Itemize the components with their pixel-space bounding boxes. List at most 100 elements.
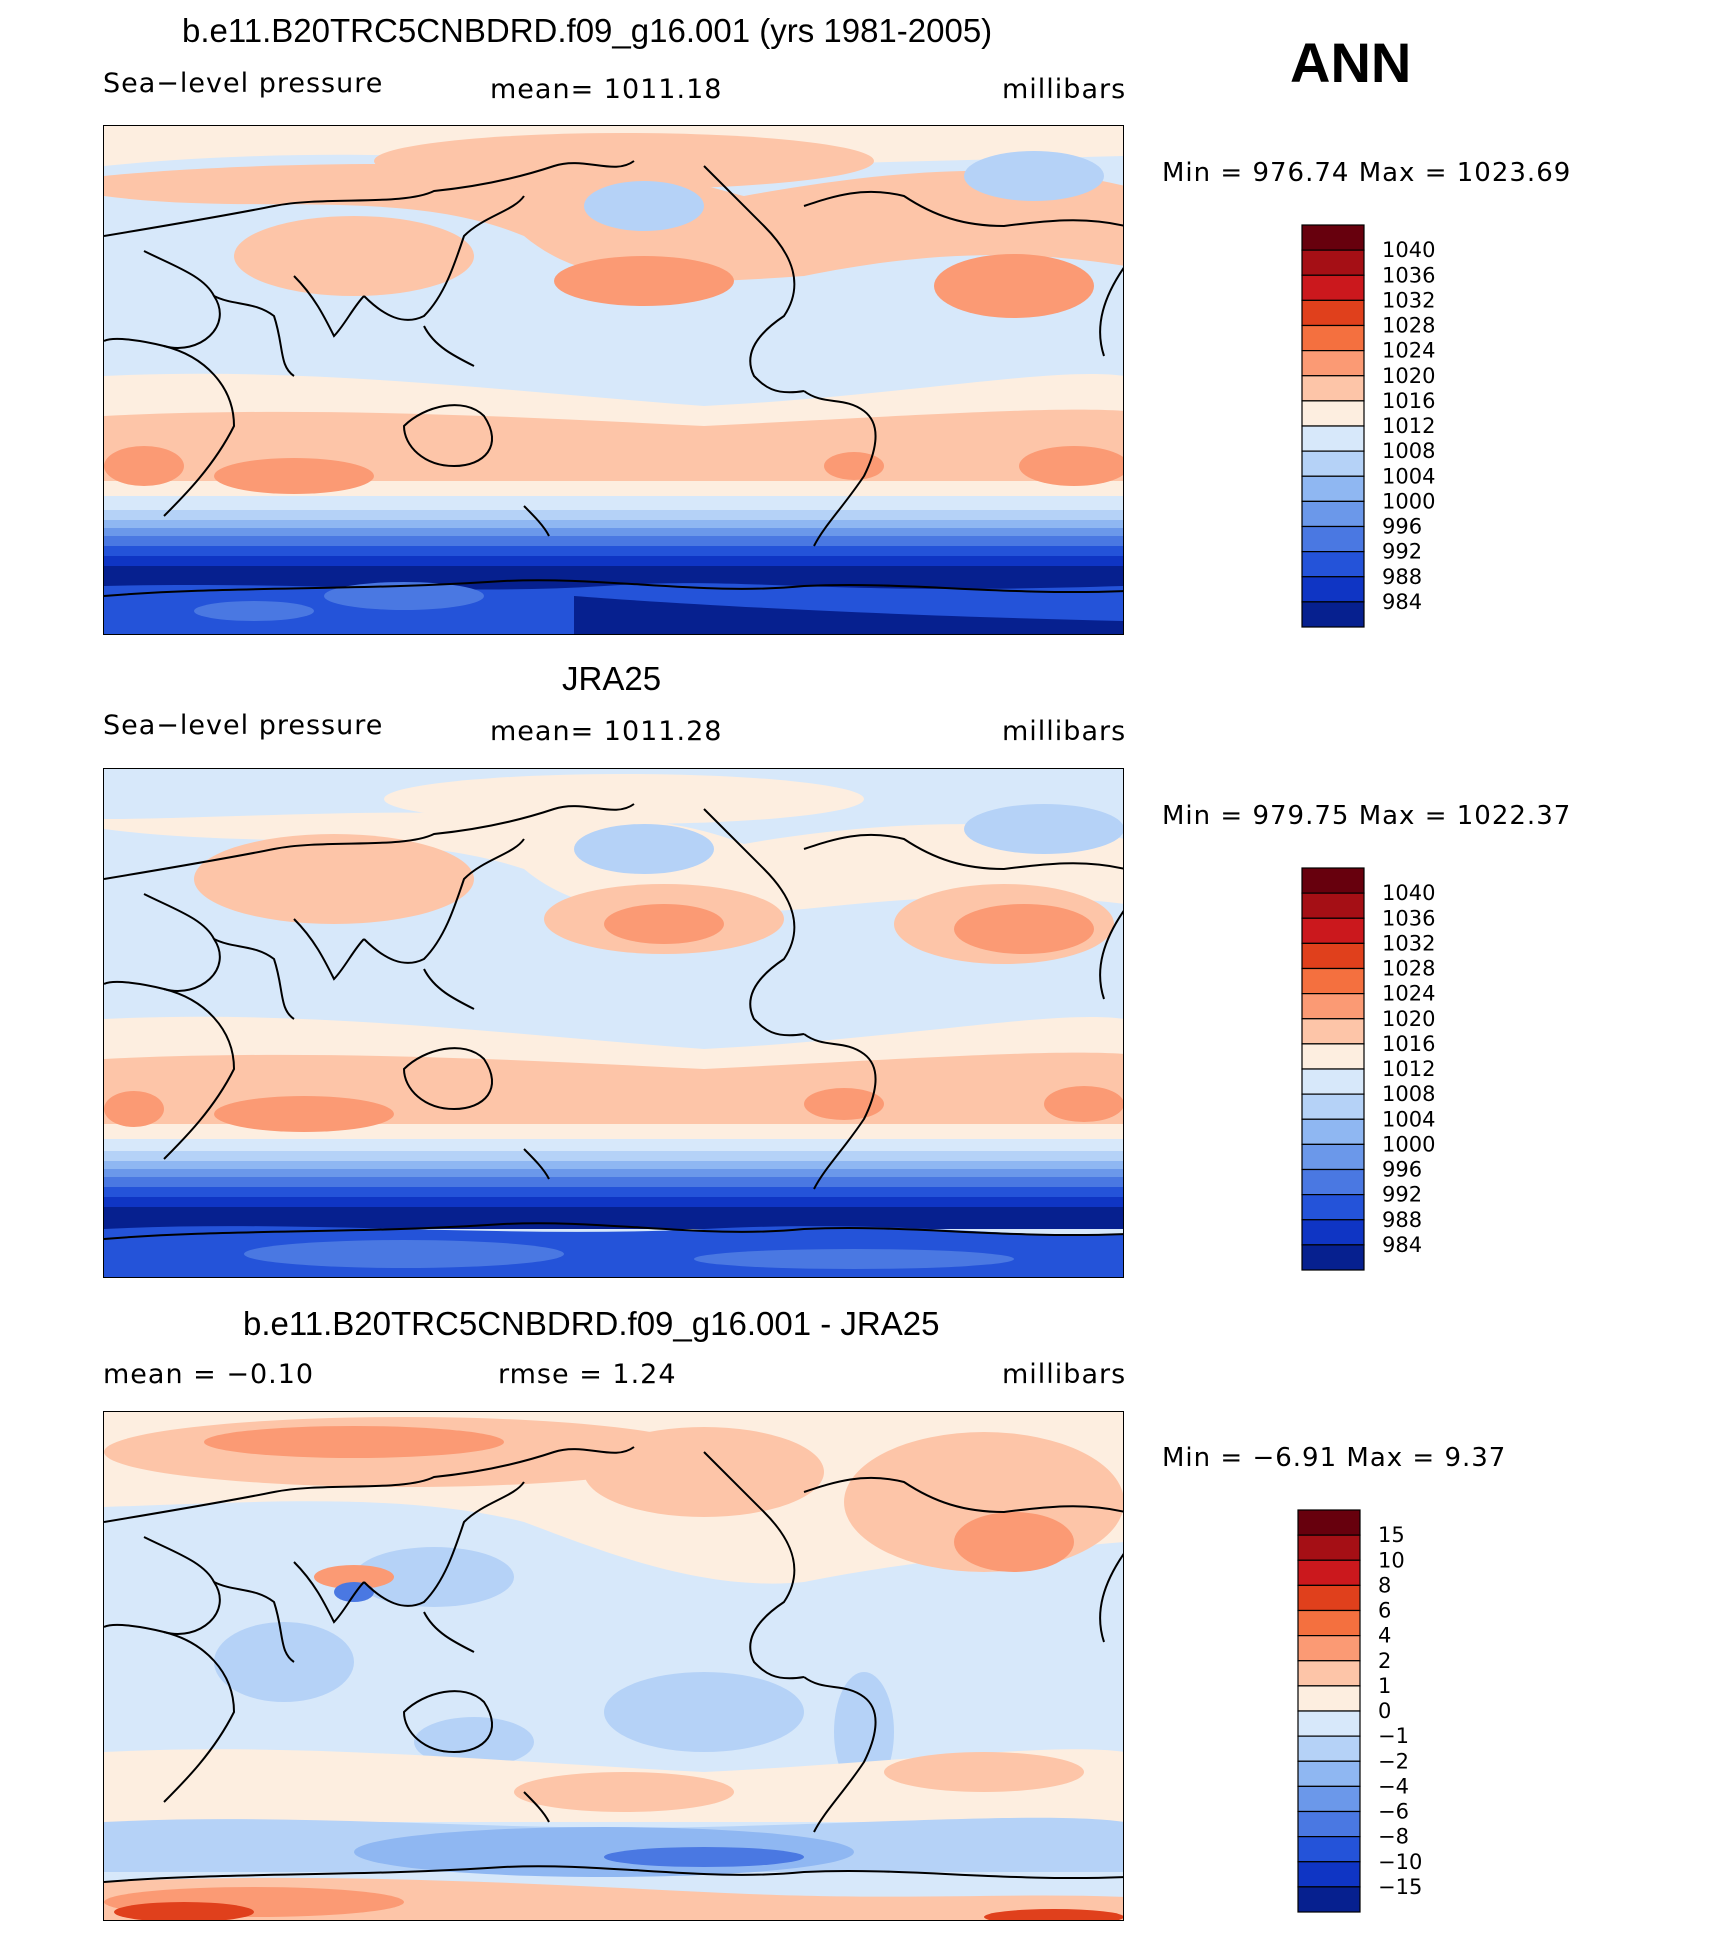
panel3-title: b.e11.B20TRC5CNBDRD.f09_g16.001 - JRA25 xyxy=(243,1305,940,1342)
panel2-colorbar-svg: 1040103610321028102410201016101210081004… xyxy=(1301,867,1435,1271)
colorbar-tick-label: 988 xyxy=(1382,565,1422,589)
colorbar-swatch xyxy=(1301,917,1365,944)
panel2-map-svg xyxy=(104,769,1123,1277)
colorbar-swatch xyxy=(1297,1861,1361,1888)
colorbar-tick-label: 1028 xyxy=(1382,314,1435,338)
colorbar-swatch xyxy=(1301,1143,1365,1171)
colorbar-tick-label: 1004 xyxy=(1382,1107,1435,1131)
colorbar-tick-label: 1020 xyxy=(1382,1007,1435,1031)
panel1-minmax: Min = 976.74 Max = 1023.69 xyxy=(1162,158,1572,188)
colorbar-swatch xyxy=(1297,1635,1361,1662)
panel2-mean-label: mean= 1011.28 xyxy=(490,716,723,747)
colorbar-swatch xyxy=(1301,551,1365,578)
colorbar-swatch xyxy=(1301,1068,1365,1095)
panel1-units-label: millibars xyxy=(1002,74,1127,105)
panel1-colorbar: 1040 1036 1032 1028 1024 1020 1016 1012 1008 1004… xyxy=(1301,224,1442,628)
colorbar-swatch xyxy=(1301,1118,1365,1145)
colorbar-tick-label: 1036 xyxy=(1382,906,1435,930)
colorbar-swatch xyxy=(1301,299,1365,327)
panel1-title: b.e11.B20TRC5CNBDRD.f09_g16.001 (yrs 198… xyxy=(182,12,993,49)
colorbar-tick-label: 0 xyxy=(1378,1699,1391,1723)
panel2-map xyxy=(103,768,1124,1278)
panel2-units-label: millibars xyxy=(1002,716,1127,747)
colorbar-swatch xyxy=(1297,1584,1361,1612)
colorbar-tick-label: 1028 xyxy=(1382,957,1435,981)
panel2-colorbar: 1040 1036 1032 1028 1024 1020 1016 1012 1008 1004… xyxy=(1301,867,1442,1271)
colorbar-tick-label: 6 xyxy=(1378,1599,1391,1623)
colorbar-tick-label: 988 xyxy=(1382,1208,1422,1232)
panel1-map xyxy=(103,125,1124,635)
colorbar-swatch xyxy=(1297,1886,1361,1913)
colorbar-tick-label: 1012 xyxy=(1382,1057,1435,1081)
panel2-minmax: Min = 979.75 Max = 1022.37 xyxy=(1162,801,1572,831)
colorbar-tick-label: 1008 xyxy=(1382,1082,1435,1106)
colorbar-swatch xyxy=(1301,892,1365,919)
colorbar-tick-label: 1004 xyxy=(1382,464,1435,488)
colorbar-swatch xyxy=(1297,1810,1361,1838)
panel2-variable-label: Sea−level pressure xyxy=(103,710,384,741)
colorbar-swatch xyxy=(1301,224,1365,251)
colorbar-swatch xyxy=(1301,967,1365,995)
colorbar-tick-label: 1036 xyxy=(1382,263,1435,287)
colorbar-swatch xyxy=(1301,350,1365,377)
panel1-variable-label: Sea−level pressure xyxy=(103,68,384,99)
colorbar-swatch xyxy=(1301,993,1365,1020)
colorbar-swatch xyxy=(1301,400,1365,427)
colorbar-swatch xyxy=(1301,324,1365,352)
colorbar-tick-label: 984 xyxy=(1382,590,1422,614)
colorbar-tick-label: 996 xyxy=(1382,515,1422,539)
colorbar-tick-label: 1040 xyxy=(1382,881,1435,905)
colorbar-swatch xyxy=(1301,1018,1365,1045)
colorbar-tick-label: 1016 xyxy=(1382,389,1435,413)
panel3-colorbar: 15 10 8 6 4 2 1 0 −1 −2 −4 −6 −8 −10 −15 xyxy=(1297,1509,1438,1913)
colorbar-swatch xyxy=(1301,1194,1365,1221)
panel3-map-svg xyxy=(104,1412,1123,1920)
colorbar-tick-label: 1000 xyxy=(1382,489,1435,513)
colorbar-tick-label: 996 xyxy=(1382,1158,1422,1182)
colorbar-swatch xyxy=(1297,1609,1361,1637)
colorbar-tick-label: 1040 xyxy=(1382,238,1435,262)
colorbar-tick-label: −2 xyxy=(1378,1749,1409,1773)
panel1-colorbar-svg: 1040103610321028102410201016101210081004… xyxy=(1301,224,1435,628)
colorbar-swatch xyxy=(1301,1219,1365,1246)
colorbar-swatch xyxy=(1301,274,1365,301)
panel1-map-svg xyxy=(104,126,1123,634)
colorbar-tick-label: 1020 xyxy=(1382,364,1435,388)
colorbar-swatch xyxy=(1301,601,1365,628)
colorbar-swatch xyxy=(1301,475,1365,502)
colorbar-tick-label: 4 xyxy=(1378,1624,1391,1648)
colorbar-swatch xyxy=(1301,525,1365,553)
colorbar-swatch xyxy=(1301,942,1365,970)
colorbar-tick-label: 992 xyxy=(1382,1183,1422,1207)
colorbar-swatch xyxy=(1297,1735,1361,1762)
colorbar-tick-label: 1000 xyxy=(1382,1132,1435,1156)
panel3-minmax: Min = −6.91 Max = 9.37 xyxy=(1162,1443,1507,1473)
colorbar-tick-label: 1016 xyxy=(1382,1032,1435,1056)
colorbar-swatch xyxy=(1301,450,1365,477)
colorbar-tick-label: 15 xyxy=(1378,1523,1405,1547)
panel2-title: JRA25 xyxy=(562,660,662,697)
colorbar-swatch xyxy=(1297,1509,1361,1536)
colorbar-tick-label: 1012 xyxy=(1382,414,1435,438)
colorbar-tick-label: 2 xyxy=(1378,1649,1391,1673)
colorbar-swatch xyxy=(1297,1710,1361,1737)
colorbar-tick-label: −15 xyxy=(1378,1875,1422,1899)
colorbar-swatch xyxy=(1301,1043,1365,1070)
colorbar-swatch xyxy=(1301,375,1365,402)
colorbar-swatch xyxy=(1297,1785,1361,1813)
colorbar-tick-label: 1024 xyxy=(1382,982,1435,1006)
panel1-mean-label: mean= 1011.18 xyxy=(490,74,723,105)
colorbar-tick-label: −8 xyxy=(1378,1825,1409,1849)
panel3-mean-label: mean = −0.10 xyxy=(103,1359,315,1390)
colorbar-tick-label: 1008 xyxy=(1382,439,1435,463)
colorbar-swatch xyxy=(1301,249,1365,276)
colorbar-tick-label: 992 xyxy=(1382,540,1422,564)
colorbar-swatch xyxy=(1297,1760,1361,1787)
colorbar-tick-label: 1032 xyxy=(1382,288,1435,312)
panel3-map xyxy=(103,1411,1124,1921)
colorbar-swatch xyxy=(1301,500,1365,528)
colorbar-tick-label: 8 xyxy=(1378,1573,1391,1597)
colorbar-swatch xyxy=(1297,1559,1361,1586)
colorbar-tick-label: 984 xyxy=(1382,1233,1422,1257)
